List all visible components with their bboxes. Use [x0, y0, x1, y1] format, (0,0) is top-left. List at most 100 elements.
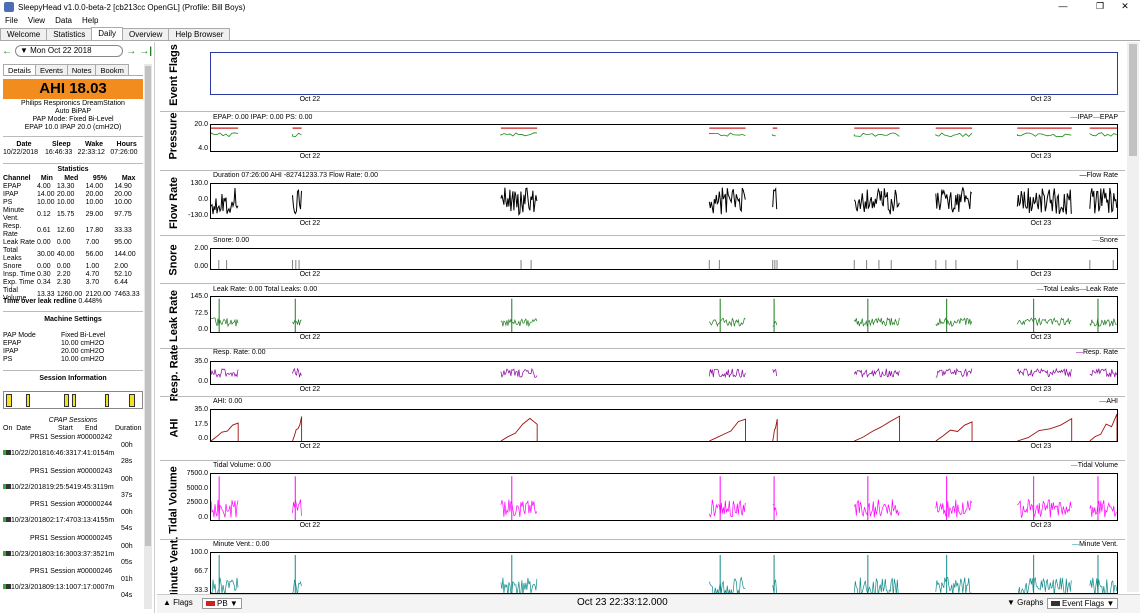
flow-graph[interactable]: [210, 183, 1118, 219]
session-enabled-checkbox[interactable]: [3, 584, 11, 589]
tab-events[interactable]: Events: [34, 64, 68, 75]
redline-value: 0.448%: [78, 298, 103, 305]
tidal-series: [853, 499, 900, 518]
resp-series: [500, 367, 538, 378]
resp-series: [935, 367, 973, 378]
leak-series: [854, 317, 900, 327]
y-tick-label: 5000.0: [186, 484, 208, 492]
session-name[interactable]: PRS1 Session #00000246: [30, 568, 113, 575]
session-start: 19:25:54: [46, 483, 74, 491]
legend-swatch: —: [1075, 349, 1083, 356]
session-row[interactable]: 10/23/201803:16:3003:37:3521m: [3, 550, 143, 559]
event-flags-label: Event Flags: [1062, 599, 1105, 608]
session-name[interactable]: PRS1 Session #00000242: [30, 434, 113, 441]
menu-file[interactable]: File: [5, 16, 18, 25]
details-scrollbar[interactable]: [144, 64, 152, 609]
session-row[interactable]: 10/23/201802:17:4703:13:4155m: [3, 517, 143, 525]
session-row[interactable]: 10/22/201816:46:3317:41:0154m: [3, 450, 143, 458]
stats-value: 10.00: [114, 199, 132, 206]
graphs-scrollbar-thumb[interactable]: [1129, 44, 1137, 156]
session-row[interactable]: 10/22/201819:25:5419:45:3119m: [3, 483, 143, 492]
minute-series: [853, 577, 899, 593]
graph-divider: [160, 111, 1125, 112]
scrollbar-thumb[interactable]: [145, 66, 151, 546]
session-end: 19:45:31: [73, 483, 101, 491]
ahi-graph[interactable]: [210, 409, 1118, 442]
menu-help[interactable]: Help: [82, 16, 99, 25]
stats-value: 10.00: [85, 199, 104, 206]
pressure-graph[interactable]: [210, 124, 1118, 152]
pb-dropdown[interactable]: PB ▼: [202, 598, 242, 609]
tab-bookmarks[interactable]: Bookm: [95, 64, 129, 75]
tab-details[interactable]: Details: [3, 64, 36, 75]
epap-series: [772, 134, 776, 137]
wake-time: 22:33:12: [77, 149, 105, 156]
tidal-series: [211, 499, 239, 518]
date-picker[interactable]: ▼ Mon Oct 22 2018: [15, 45, 124, 57]
graphs-scrollbar[interactable]: [1127, 42, 1139, 592]
setting-name: IPAP: [3, 348, 19, 355]
legend-swatch: —: [1079, 172, 1087, 179]
legend-label: Tidal Volume: [1077, 462, 1118, 469]
epap-series: [935, 132, 973, 138]
tab-notes[interactable]: Notes: [66, 64, 97, 75]
col-duration: Duration: [115, 425, 142, 432]
session-date: 10/22/2018: [11, 450, 47, 457]
tab-overview[interactable]: Overview: [122, 28, 170, 40]
minimize-button[interactable]: —: [1058, 1, 1068, 11]
stats-row: Exp. Time 0.34 2.30 3.70 6.44: [3, 279, 143, 287]
graph-legend: —Minute Vent.: [1072, 541, 1118, 548]
stats-value: 4.00: [37, 183, 51, 190]
next-day-button[interactable]: →: [126, 45, 137, 57]
session-name[interactable]: PRS1 Session #00000245: [30, 534, 113, 542]
ahi-series: [854, 415, 901, 441]
session-name[interactable]: PRS1 Session #00000244: [30, 501, 113, 508]
resp-series: [292, 367, 302, 378]
ahi-series: [772, 418, 778, 441]
session-row[interactable]: 10/23/201809:13:1007:17:0007m: [3, 584, 143, 592]
divider: [3, 163, 143, 164]
col-sleep: Sleep: [51, 141, 71, 148]
col-max: Max: [121, 175, 136, 182]
event-flags-dropdown[interactable]: Event Flags ▼: [1047, 598, 1119, 609]
flow-series: [500, 187, 538, 216]
flags-toggle[interactable]: ▲ Flags: [163, 598, 193, 607]
date-navigator: ← ▼ Mon Oct 22 2018 → →|: [2, 44, 152, 58]
main-tab-bar: Welcome Statistics Daily Overview Help B…: [0, 27, 1140, 41]
menu-view[interactable]: View: [27, 16, 46, 25]
tab-daily[interactable]: Daily: [91, 27, 123, 40]
event-flags-plot: [211, 53, 1117, 94]
redline-row: Time over leak redline 0.448%: [3, 298, 143, 306]
tab-statistics[interactable]: Statistics: [46, 28, 93, 40]
session-enabled-checkbox[interactable]: [3, 550, 11, 556]
snore-graph[interactable]: [210, 248, 1118, 270]
resp-graph[interactable]: [210, 361, 1118, 385]
session-enabled-checkbox[interactable]: [3, 483, 11, 489]
stats-channel: Tidal Volume: [3, 287, 27, 302]
tab-help-browser[interactable]: Help Browser: [168, 28, 231, 40]
graph-title: EPAP: 0.00 IPAP: 0.00 PS: 0.00: [213, 114, 313, 121]
graphs-dropdown[interactable]: ▼ Graphs: [1007, 598, 1044, 607]
menu-data[interactable]: Data: [55, 16, 72, 25]
tidal-graph[interactable]: [210, 473, 1118, 521]
event-flags-graph[interactable]: [210, 52, 1118, 95]
graph-label: Resp. Rate: [168, 344, 181, 401]
session-duration-m: 21m: [100, 550, 115, 558]
tab-welcome[interactable]: Welcome: [0, 28, 48, 40]
close-button[interactable]: ✕: [1121, 1, 1129, 11]
maximize-button[interactable]: ❐: [1095, 1, 1105, 11]
session-enabled-checkbox[interactable]: [3, 450, 11, 455]
y-tick-label: 33.3: [194, 587, 208, 594]
stats-value: 10.00: [37, 199, 55, 206]
prev-day-button[interactable]: ←: [2, 45, 12, 57]
y-tick-label: 2.00: [194, 245, 208, 252]
session-enabled-checkbox[interactable]: [3, 517, 11, 522]
leak-graph[interactable]: [210, 296, 1118, 333]
x-tick-label: Oct 23: [1030, 443, 1052, 450]
minute-graph[interactable]: [210, 552, 1118, 594]
last-day-button[interactable]: →|: [139, 45, 152, 57]
session-name[interactable]: PRS1 Session #00000243: [30, 467, 113, 475]
y-tick-label: -130.0: [188, 212, 208, 219]
tidal-series: [772, 504, 778, 516]
legend-swatch: —: [1092, 237, 1100, 244]
